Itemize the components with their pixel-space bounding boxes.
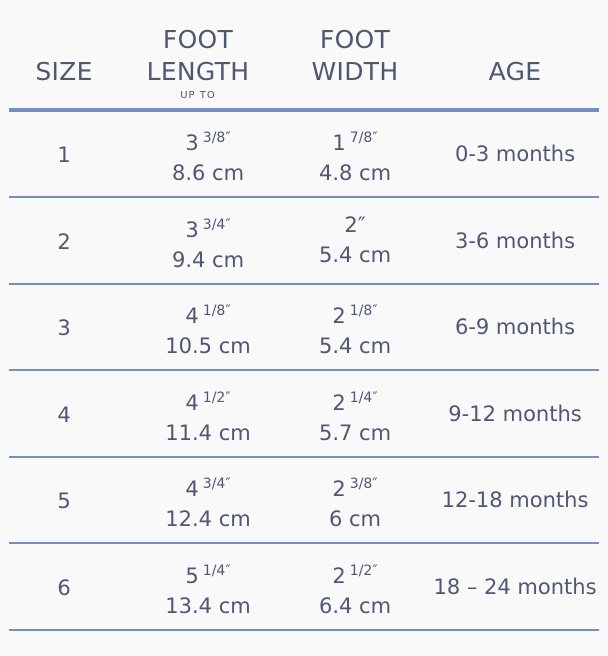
width-cm: 6 cm (328, 507, 382, 531)
header-divider (9, 108, 599, 112)
width-fraction: 1/4″ (349, 389, 378, 406)
width-cm: 5.4 cm (318, 334, 392, 358)
row-divider (9, 455, 599, 458)
size-cell: 1 (57, 143, 71, 167)
row-divider (9, 542, 599, 544)
age-cell: 18 – 24 months (433, 574, 597, 599)
length-cell: 4 1/2″ 11.4 cm (165, 383, 250, 448)
width-whole: 2 (332, 477, 346, 501)
age-cell: 0-3 months (454, 142, 576, 166)
length-fraction: 1/8″ (202, 303, 231, 319)
length-fraction: 3/8″ (202, 130, 231, 146)
width-cell: 2 3/8″ 6 cm (329, 469, 381, 534)
header-up-to-note: UP TO (180, 90, 216, 101)
width-fraction: 7/8″ (349, 130, 378, 146)
table-row: 1 3 3/8″ 8.6 cm 1 7/8″ 4.8 cm 0-3 months (0, 112, 608, 198)
length-cm: 12.4 cm (165, 507, 251, 531)
width-whole: 2 (332, 390, 346, 415)
row-divider (9, 282, 599, 285)
header-age: AGE (488, 57, 542, 86)
width-inches: 1 7/8″ (319, 123, 391, 158)
width-whole: 1 (332, 131, 346, 155)
size-cell: 4 (57, 402, 71, 427)
age-cell: 12-18 months (441, 488, 589, 512)
table-row: 6 5 1/4″ 13.4 cm 2 1/2″ 6.4 cm 18 – 24 mon… (0, 545, 608, 631)
table-row: 2 3 3/4″ 9.4 cm 2″ 5.4 cm 3-6 months (0, 199, 608, 285)
row-divider (9, 196, 599, 198)
size-cell: 3 (57, 316, 71, 340)
width-cm: 6.4 cm (318, 593, 392, 618)
width-cell: 2 1/2″ 6.4 cm (319, 556, 391, 621)
size-cell: 5 (57, 489, 71, 513)
size-cell: 6 (57, 575, 71, 600)
width-inches: 2″ (319, 210, 391, 240)
table-row: 3 4 1/8″ 10.5 cm 2 1/8″ 5.4 cm 6-9 months (0, 285, 608, 371)
length-whole: 5 (185, 563, 199, 588)
length-cm: 13.4 cm (165, 593, 251, 618)
length-inches: 4 1/8″ (165, 296, 250, 331)
width-inches: 2 1/4″ (319, 383, 391, 418)
length-cm: 9.4 cm (171, 247, 245, 272)
table-row: 5 4 3/4″ 12.4 cm 2 3/8″ 6 cm 12-18 months (0, 458, 608, 544)
width-whole: 2″ (344, 212, 366, 237)
age-cell: 9-12 months (448, 401, 582, 426)
length-cm: 10.5 cm (165, 334, 251, 358)
width-cell: 2 1/8″ 5.4 cm (319, 296, 391, 361)
width-fraction: 1/8″ (349, 303, 378, 319)
length-inches: 5 1/4″ (165, 556, 250, 591)
length-whole: 3 (185, 131, 199, 155)
length-cell: 4 1/8″ 10.5 cm (165, 296, 250, 361)
length-cm: 8.6 cm (171, 161, 245, 185)
width-cell: 2 1/4″ 5.7 cm (319, 383, 391, 448)
length-cell: 4 3/4″ 12.4 cm (165, 469, 250, 534)
length-cell: 5 1/4″ 13.4 cm (165, 556, 250, 621)
header-size: SIZE (35, 57, 93, 86)
length-fraction: 1/4″ (202, 562, 231, 579)
header-length-line1: FOOT (162, 25, 234, 54)
width-cell: 2″ 5.4 cm (319, 210, 391, 270)
length-inches: 4 3/4″ (165, 469, 250, 504)
width-inches: 2 1/8″ (319, 296, 391, 331)
length-whole: 3 (185, 217, 199, 242)
header-width-line2: WIDTH (311, 57, 399, 86)
table-row: 4 4 1/2″ 11.4 cm 2 1/4″ 5.7 cm 9-12 months (0, 372, 608, 458)
width-whole: 2 (332, 304, 346, 328)
row-divider (9, 369, 599, 371)
width-fraction: 3/8″ (349, 476, 378, 492)
header-width-line1: FOOT (319, 25, 391, 54)
length-whole: 4 (185, 477, 199, 501)
length-whole: 4 (185, 390, 199, 415)
length-cell: 3 3/8″ 8.6 cm (172, 123, 244, 188)
width-cell: 1 7/8″ 4.8 cm (319, 123, 391, 188)
size-cell: 2 (57, 229, 71, 254)
length-fraction: 1/2″ (202, 389, 231, 406)
header-length-line2: LENGTH (146, 57, 250, 86)
width-inches: 2 3/8″ (329, 469, 381, 504)
width-cm: 5.7 cm (318, 420, 392, 445)
length-whole: 4 (185, 304, 199, 328)
width-cm: 5.4 cm (318, 242, 392, 267)
width-cm: 4.8 cm (318, 161, 392, 185)
length-inches: 4 1/2″ (165, 383, 250, 418)
header-foot-width: FOOT WIDTH (312, 24, 399, 88)
length-inches: 3 3/4″ (172, 210, 244, 245)
length-inches: 3 3/8″ (172, 123, 244, 158)
length-fraction: 3/4″ (202, 216, 231, 233)
row-divider (9, 628, 599, 631)
length-cell: 3 3/4″ 9.4 cm (172, 210, 244, 275)
age-cell: 3-6 months (454, 228, 576, 253)
length-fraction: 3/4″ (202, 476, 231, 492)
header-foot-length: FOOT LENGTH (147, 24, 250, 88)
width-whole: 2 (332, 563, 346, 588)
length-cm: 11.4 cm (165, 420, 251, 445)
width-inches: 2 1/2″ (319, 556, 391, 591)
age-cell: 6-9 months (454, 315, 576, 339)
width-fraction: 1/2″ (349, 562, 378, 579)
